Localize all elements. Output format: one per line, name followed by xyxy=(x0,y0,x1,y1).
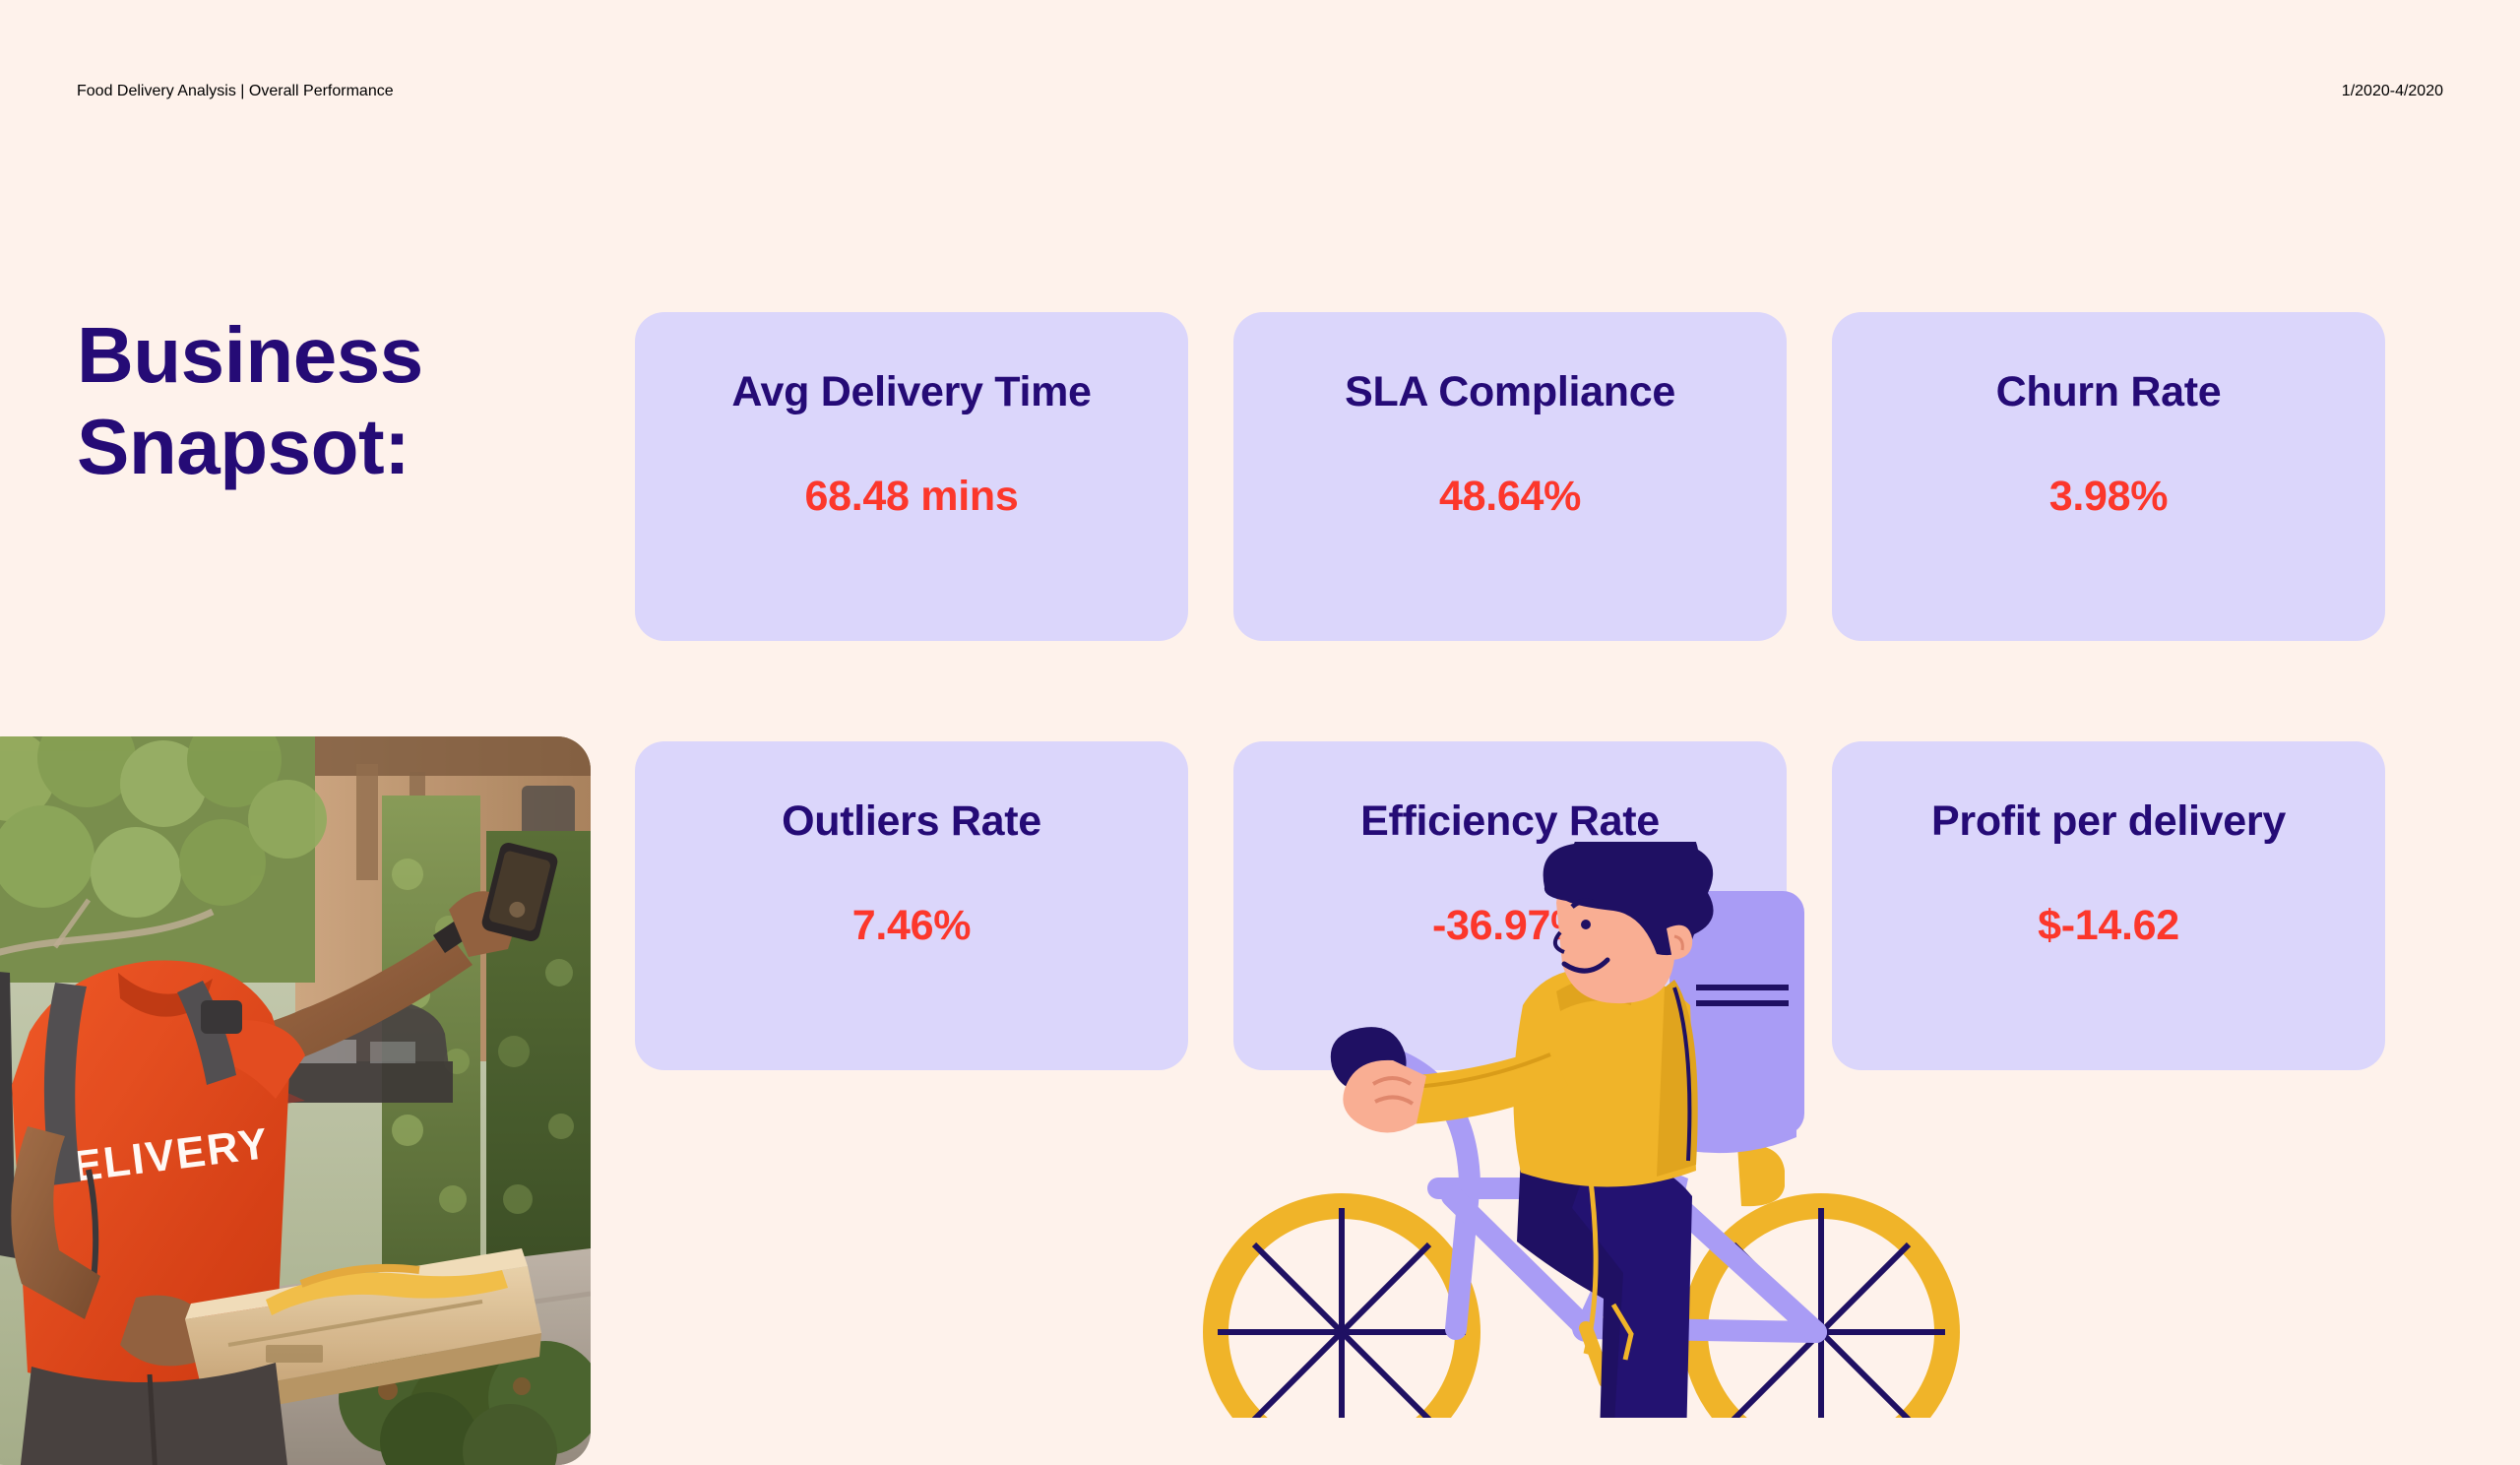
kpi-value: 68.48 mins xyxy=(804,473,1019,520)
kpi-card-efficiency-rate[interactable]: Efficiency Rate -36.97% xyxy=(1233,741,1787,1070)
kpi-label: Avg Delivery Time xyxy=(731,368,1092,415)
bicycle-frame xyxy=(1364,1043,1827,1343)
kpi-label: Profit per delivery xyxy=(1931,797,2286,845)
kpi-card-avg-delivery-time[interactable]: Avg Delivery Time 68.48 mins xyxy=(635,312,1188,641)
bicycle-front-wheel xyxy=(1203,1193,1480,1418)
kpi-card-profit-per-delivery[interactable]: Profit per delivery $-14.62 xyxy=(1832,741,2385,1070)
kpi-card-outliers-rate[interactable]: Outliers Rate 7.46% xyxy=(635,741,1188,1070)
kpi-card-sla-compliance[interactable]: SLA Compliance 48.64% xyxy=(1233,312,1787,641)
kpi-card-churn-rate[interactable]: Churn Rate 3.98% xyxy=(1832,312,2385,641)
header-title: Food Delivery Analysis | Overall Perform… xyxy=(77,83,394,99)
kpi-value: 3.98% xyxy=(2048,473,2169,520)
kpi-label: Churn Rate xyxy=(1995,368,2222,415)
kpi-value: -36.97% xyxy=(1431,902,1589,949)
bicycle-rear-wheel xyxy=(1682,1193,1960,1418)
page-header: Food Delivery Analysis | Overall Perform… xyxy=(77,83,2443,100)
header-daterange: 1/2020-4/2020 xyxy=(2341,83,2443,99)
kpi-value: $-14.62 xyxy=(2038,902,2179,949)
kpi-grid: Avg Delivery Time 68.48 mins SLA Complia… xyxy=(635,312,2385,1070)
kpi-value: 7.46% xyxy=(851,902,972,949)
courier-photo: DELIVERY xyxy=(0,736,591,1465)
kpi-value: 48.64% xyxy=(1438,473,1582,520)
page-title: Business Snapsot: xyxy=(77,311,423,490)
kpi-label: SLA Compliance xyxy=(1345,368,1675,415)
kpi-label: Outliers Rate xyxy=(782,797,1041,845)
kpi-label: Efficiency Rate xyxy=(1360,797,1660,845)
courier-photo-image: DELIVERY xyxy=(0,736,591,1465)
